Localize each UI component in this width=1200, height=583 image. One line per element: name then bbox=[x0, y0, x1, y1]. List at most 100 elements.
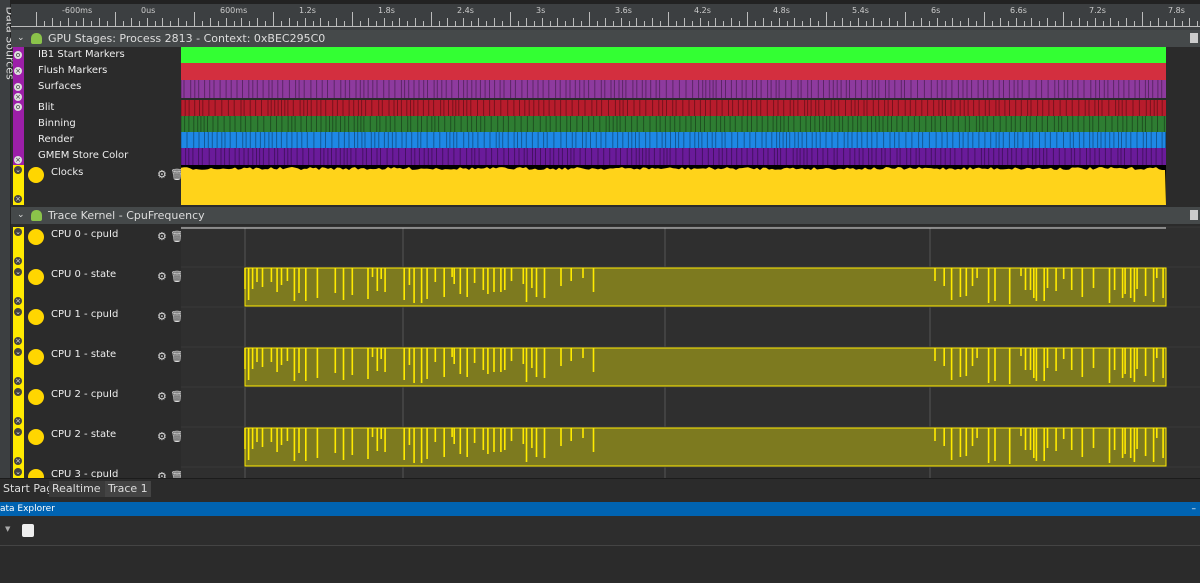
trace-kernel-header[interactable]: ⌄ Trace Kernel - CpuFrequency bbox=[11, 207, 1200, 224]
track-side-bar: ⌄ × bbox=[13, 267, 24, 307]
collapse-icon[interactable]: ⌄ bbox=[14, 388, 22, 396]
android-icon bbox=[31, 210, 42, 221]
gpu-stage-label: Blit bbox=[38, 102, 55, 113]
ruler-tick-label: 4.8s bbox=[773, 6, 790, 15]
gear-icon[interactable]: ⚙ bbox=[157, 168, 167, 181]
track-label: CPU 1 - state bbox=[51, 349, 117, 360]
close-icon[interactable]: × bbox=[14, 457, 22, 465]
series-color-dot[interactable] bbox=[28, 389, 44, 405]
gear-icon[interactable]: ⚙ bbox=[157, 350, 167, 363]
collapse-icon[interactable]: ⌄ bbox=[14, 268, 22, 276]
close-marker-icon[interactable]: × bbox=[14, 67, 22, 75]
trash-icon[interactable]: 🗑 bbox=[170, 270, 184, 283]
tab-realtime-1[interactable]: Realtime 1 bbox=[49, 481, 115, 497]
collapse-icon[interactable]: ⌄ bbox=[14, 468, 22, 476]
track-canvas[interactable] bbox=[181, 47, 1200, 478]
cpu-state-area bbox=[244, 267, 1167, 307]
gpu-stage-stripes bbox=[181, 100, 1163, 116]
series-color-dot[interactable] bbox=[28, 309, 44, 325]
cpu-state-spikes bbox=[244, 428, 1164, 464]
series-color-dot[interactable] bbox=[28, 269, 44, 285]
gear-icon[interactable]: ⚙ bbox=[157, 270, 167, 283]
tab-start-page[interactable]: Start Page bbox=[0, 481, 63, 497]
gpu-stage-label: Render bbox=[38, 134, 74, 145]
trash-icon[interactable] bbox=[1190, 210, 1198, 220]
data-explorer-title: ata Explorer bbox=[0, 504, 55, 514]
ruler-tick-label: 7.2s bbox=[1089, 6, 1106, 15]
gear-icon[interactable]: ⚙ bbox=[157, 430, 167, 443]
gpu-stage-stripes bbox=[181, 80, 1163, 98]
close-icon[interactable]: × bbox=[14, 417, 22, 425]
series-color-dot[interactable] bbox=[28, 429, 44, 445]
ruler-tick-label: 6.6s bbox=[1010, 6, 1027, 15]
close-icon[interactable]: × bbox=[14, 257, 22, 265]
dropdown-arrow-icon[interactable]: ▼ bbox=[5, 525, 11, 533]
ruler-tick-label: 4.2s bbox=[694, 6, 711, 15]
ruler-tick-label: 1.2s bbox=[299, 6, 316, 15]
ruler-tick-label: 3.6s bbox=[615, 6, 632, 15]
gpu-stage-stripes bbox=[181, 116, 1165, 132]
close-marker-icon[interactable]: × bbox=[14, 156, 22, 164]
export-icon[interactable] bbox=[22, 524, 34, 537]
chevron-down-icon[interactable]: ⌄ bbox=[17, 210, 25, 220]
track-side-bar: ⌄ × bbox=[13, 165, 24, 205]
gear-icon[interactable]: ⚙ bbox=[157, 310, 167, 323]
trash-icon[interactable]: 🗑 bbox=[170, 168, 184, 181]
close-icon[interactable]: × bbox=[14, 337, 22, 345]
track-label: CPU 3 - cpuId bbox=[51, 469, 119, 480]
gpu-stage-bar bbox=[181, 116, 1166, 132]
collapse-icon[interactable]: ⌄ bbox=[14, 228, 22, 236]
cpu-state-area bbox=[244, 427, 1167, 467]
track-label: CPU 1 - cpuId bbox=[51, 309, 119, 320]
collapse-icon[interactable]: ⌄ bbox=[14, 348, 22, 356]
trash-icon[interactable]: 🗑 bbox=[170, 430, 184, 443]
clocks-area bbox=[181, 167, 1166, 205]
time-ruler[interactable]: -600ms 0us 600ms 1.2s 1.8s 2.4s 3s 3.6s 4.2s 4.8s… bbox=[11, 0, 1200, 30]
track-side-bar: ⌄ × bbox=[13, 427, 24, 467]
close-icon[interactable]: × bbox=[14, 297, 22, 305]
cpu-state-spikes bbox=[244, 348, 1164, 384]
circle-marker-icon[interactable]: o bbox=[14, 83, 22, 91]
collapse-icon[interactable]: ⌄ bbox=[14, 166, 22, 174]
trash-icon[interactable] bbox=[1190, 33, 1198, 43]
data-sources-panel-tab[interactable]: Data Sources bbox=[0, 0, 17, 478]
track-label: CPU 2 - state bbox=[51, 429, 117, 440]
trash-icon[interactable]: 🗑 bbox=[170, 310, 184, 323]
ruler-tick-label: 3s bbox=[536, 6, 546, 15]
gpu-stage-label: Flush Markers bbox=[38, 65, 108, 76]
track-side-bar: ⌄ × bbox=[13, 307, 24, 347]
track-side-bar: ⌄ × bbox=[13, 227, 24, 267]
close-icon[interactable]: × bbox=[14, 195, 22, 203]
collapse-icon[interactable]: ⌄ bbox=[14, 308, 22, 316]
tab-trace-1[interactable]: Trace 1 bbox=[105, 481, 151, 497]
collapse-icon[interactable]: ⌄ bbox=[14, 428, 22, 436]
trash-icon[interactable]: 🗑 bbox=[170, 350, 184, 363]
series-color-dot[interactable] bbox=[28, 229, 44, 245]
android-icon bbox=[31, 33, 42, 44]
track-label: CPU 0 - cpuId bbox=[51, 229, 119, 240]
gpu-stage-label: GMEM Store Color bbox=[38, 150, 129, 161]
ruler-tick-label: 6s bbox=[931, 6, 941, 15]
gpu-stages-header[interactable]: ⌄ GPU Stages: Process 2813 - Context: 0x… bbox=[11, 30, 1200, 47]
gear-icon[interactable]: ⚙ bbox=[157, 390, 167, 403]
trash-icon[interactable]: 🗑 bbox=[170, 230, 184, 243]
trash-icon[interactable]: 🗑 bbox=[170, 390, 184, 403]
ib1-start-markers-bar bbox=[181, 47, 1166, 63]
gear-icon[interactable]: ⚙ bbox=[157, 230, 167, 243]
circle-marker-icon[interactable]: o bbox=[14, 103, 22, 111]
track-label: CPU 2 - cpuId bbox=[51, 389, 119, 400]
close-icon[interactable]: × bbox=[14, 377, 22, 385]
cpu-state-area bbox=[244, 347, 1167, 387]
series-color-dot[interactable] bbox=[28, 349, 44, 365]
minimize-icon[interactable]: – bbox=[1191, 504, 1197, 514]
close-marker-icon[interactable]: × bbox=[14, 93, 22, 101]
track-side-bar: ⌄ × bbox=[13, 347, 24, 387]
gear-icon[interactable]: ⚙ bbox=[157, 470, 167, 483]
series-color-dot[interactable] bbox=[28, 167, 44, 183]
circle-marker-icon[interactable]: o bbox=[14, 51, 22, 59]
chevron-down-icon[interactable]: ⌄ bbox=[17, 33, 25, 43]
track-side-bar: ⌄ × bbox=[13, 387, 24, 427]
gpu-stage-label: Surfaces bbox=[38, 81, 82, 92]
gpu-stage-label: IB1 Start Markers bbox=[38, 49, 125, 60]
gpu-stages-title: GPU Stages: Process 2813 - Context: 0xBE… bbox=[48, 32, 326, 45]
